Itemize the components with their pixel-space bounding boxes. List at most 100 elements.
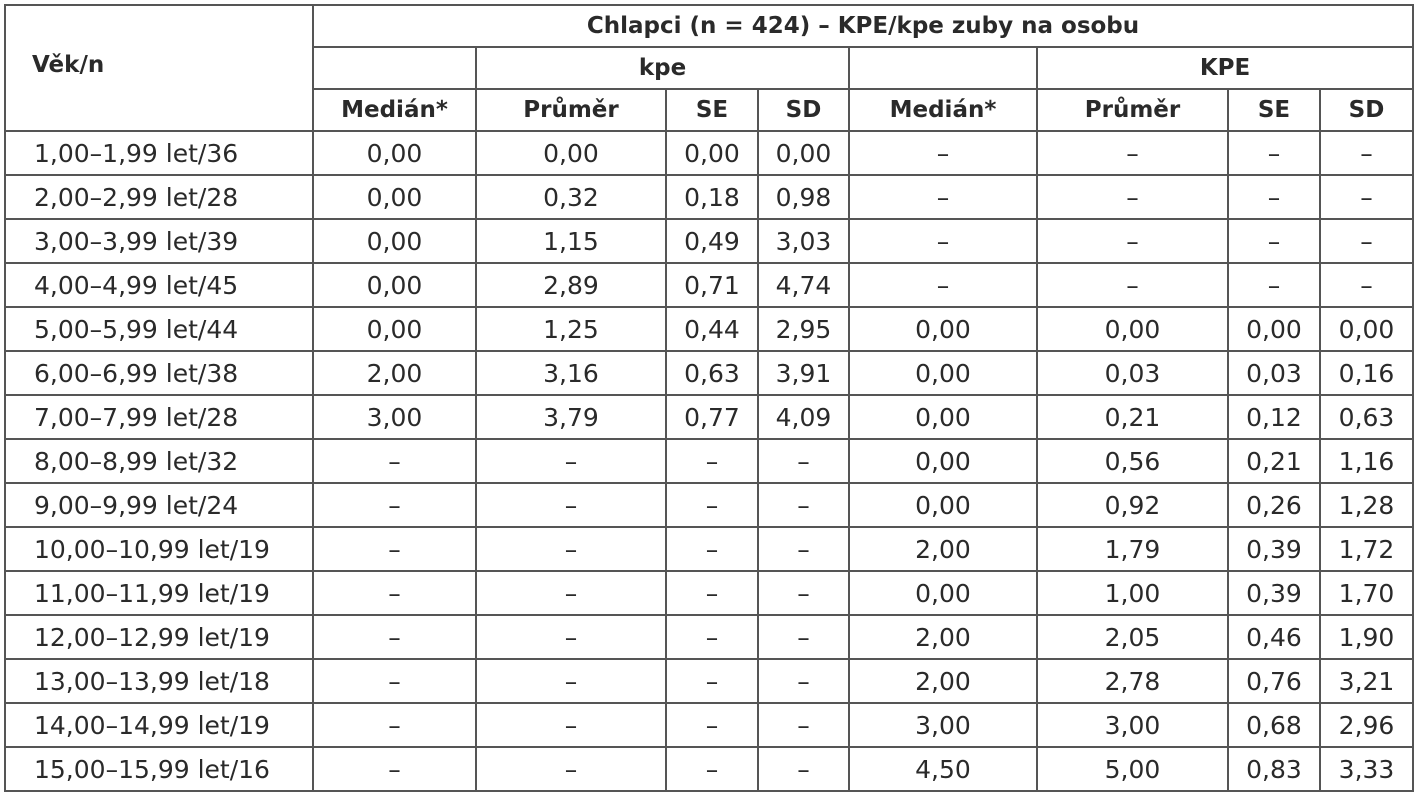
age-cell: 6,00–6,99 let/38 <box>4 350 314 396</box>
column-header: Medián* <box>312 88 477 132</box>
value-cell: 0,00 <box>757 130 850 176</box>
age-cell: 4,00–4,99 let/45 <box>4 262 314 308</box>
table-row: 4,00–4,99 let/45 0,00 2,89 0,71 4,74– – – – <box>4 262 1415 308</box>
value-cell: 0,49 <box>665 218 759 264</box>
value-cell: 0,39 <box>1227 526 1321 572</box>
value-cell: – <box>757 658 850 704</box>
value-cell: – <box>475 658 667 704</box>
table-title: Chlapci (n = 424) – KPE/kpe zuby na osob… <box>311 4 1415 48</box>
value-cell: – <box>665 614 759 660</box>
table-body: 1,00–1,99 let/36 0,00 0,00 0,00 0,00– – – –2,00… <box>4 130 1415 792</box>
value-cell: 0,16 <box>1318 350 1415 396</box>
column-header: SE <box>1227 88 1321 132</box>
column-header: Průměr <box>1036 88 1229 132</box>
value-cell: 0,26 <box>1227 482 1321 528</box>
value-cell: 5,00 <box>1036 746 1229 792</box>
table-row: 8,00–8,99 let/32– – – –0,00 0,56 0,21 1,16 <box>4 438 1415 484</box>
value-cell: 0,00 <box>848 350 1038 396</box>
value-cell: 2,89 <box>475 262 667 308</box>
age-cell: 1,00–1,99 let/36 <box>4 130 314 176</box>
value-cell: 0,83 <box>1227 746 1321 792</box>
value-cell: – <box>848 218 1038 264</box>
table-row: 14,00–14,99 let/19– – – –3,00 3,00 0,68 2,96 <box>4 702 1415 748</box>
value-cell: – <box>1227 174 1321 220</box>
value-cell: 2,00 <box>848 526 1038 572</box>
value-cell: – <box>1227 218 1321 264</box>
value-cell: 3,00 <box>1036 702 1229 748</box>
table-row: 2,00–2,99 let/28 0,00 0,32 0,18 0,98– – – – <box>4 174 1415 220</box>
value-cell: – <box>1036 218 1229 264</box>
value-cell: – <box>312 526 477 572</box>
table-row: 6,00–6,99 let/38 2,00 3,16 0,63 3,91 0,00 0,03… <box>4 350 1415 396</box>
value-cell: 0,98 <box>757 174 850 220</box>
value-cell: 1,90 <box>1318 614 1415 660</box>
value-cell: 2,05 <box>1036 614 1229 660</box>
value-cell: 0,00 <box>1036 306 1229 352</box>
value-cell: – <box>475 570 667 616</box>
value-cell: – <box>757 482 850 528</box>
value-cell: 0,00 <box>848 306 1038 352</box>
value-cell: – <box>1318 174 1415 220</box>
value-cell: 0,39 <box>1227 570 1321 616</box>
value-cell: 0,92 <box>1036 482 1229 528</box>
empty-header <box>848 46 1038 90</box>
value-cell: – <box>757 702 850 748</box>
data-table: Věk/n Chlapci (n = 424) – KPE/kpe zuby n… <box>4 4 1415 792</box>
value-cell: 0,00 <box>475 130 667 176</box>
value-cell: 0,00 <box>848 570 1038 616</box>
value-cell: 2,78 <box>1036 658 1229 704</box>
table-row: 10,00–10,99 let/19– – – –2,00 1,79 0,39 1,72 <box>4 526 1415 572</box>
value-cell: – <box>757 526 850 572</box>
table-row: 15,00–15,99 let/16– – – –4,50 5,00 0,83 3,33 <box>4 746 1415 792</box>
value-cell: 3,03 <box>757 218 850 264</box>
value-cell: 3,00 <box>312 394 477 440</box>
value-cell: 0,32 <box>475 174 667 220</box>
value-cell: – <box>665 526 759 572</box>
value-cell: 2,00 <box>848 658 1038 704</box>
value-cell: – <box>1318 262 1415 308</box>
value-cell: 0,00 <box>312 306 477 352</box>
value-cell: – <box>1318 130 1415 176</box>
column-row: Medián* Průměr SE SD Medián* Průměr SE SD <box>5 88 1415 132</box>
value-cell: 0,03 <box>1227 350 1321 396</box>
column-header: Průměr <box>475 88 667 132</box>
header-row: Věk/n Chlapci (n = 424) – KPE/kpe zuby n… <box>4 4 1415 132</box>
age-cell: 3,00–3,99 let/39 <box>4 218 314 264</box>
value-cell: 1,15 <box>475 218 667 264</box>
value-cell: 0,12 <box>1227 394 1321 440</box>
table-row: 11,00–11,99 let/19– – – –0,00 1,00 0,39 1,70 <box>4 570 1415 616</box>
value-cell: – <box>475 746 667 792</box>
value-cell: – <box>848 174 1038 220</box>
age-cell: 15,00–15,99 let/16 <box>4 746 314 792</box>
value-cell: 0,00 <box>848 438 1038 484</box>
value-cell: – <box>848 262 1038 308</box>
value-cell: 0,71 <box>665 262 759 308</box>
value-cell: 2,95 <box>757 306 850 352</box>
value-cell: 3,16 <box>475 350 667 396</box>
group-header: KPE <box>1035 46 1415 90</box>
value-cell: 3,79 <box>475 394 667 440</box>
table-row: 9,00–9,99 let/24– – – –0,00 0,92 0,26 1,28 <box>4 482 1415 528</box>
value-cell: – <box>757 438 850 484</box>
value-cell: 0,00 <box>312 218 477 264</box>
value-cell: 0,00 <box>312 130 477 176</box>
value-cell: 3,33 <box>1318 746 1415 792</box>
value-cell: 0,03 <box>1036 350 1229 396</box>
age-cell: 10,00–10,99 let/19 <box>4 526 314 572</box>
value-cell: – <box>312 614 477 660</box>
value-cell: – <box>312 658 477 704</box>
table-row: 13,00–13,99 let/18– – – –2,00 2,78 0,76 3,21 <box>4 658 1415 704</box>
value-cell: 0,63 <box>665 350 759 396</box>
value-cell: 4,50 <box>848 746 1038 792</box>
value-cell: 2,00 <box>312 350 477 396</box>
value-cell: 4,74 <box>757 262 850 308</box>
value-cell: 0,00 <box>1227 306 1321 352</box>
table-row: 1,00–1,99 let/36 0,00 0,00 0,00 0,00– – – – <box>4 130 1415 176</box>
table-row: 12,00–12,99 let/19– – – –2,00 2,05 0,46 1,90 <box>4 614 1415 660</box>
value-cell: – <box>475 482 667 528</box>
value-cell: 0,00 <box>312 174 477 220</box>
value-cell: – <box>475 702 667 748</box>
value-cell: 0,46 <box>1227 614 1321 660</box>
